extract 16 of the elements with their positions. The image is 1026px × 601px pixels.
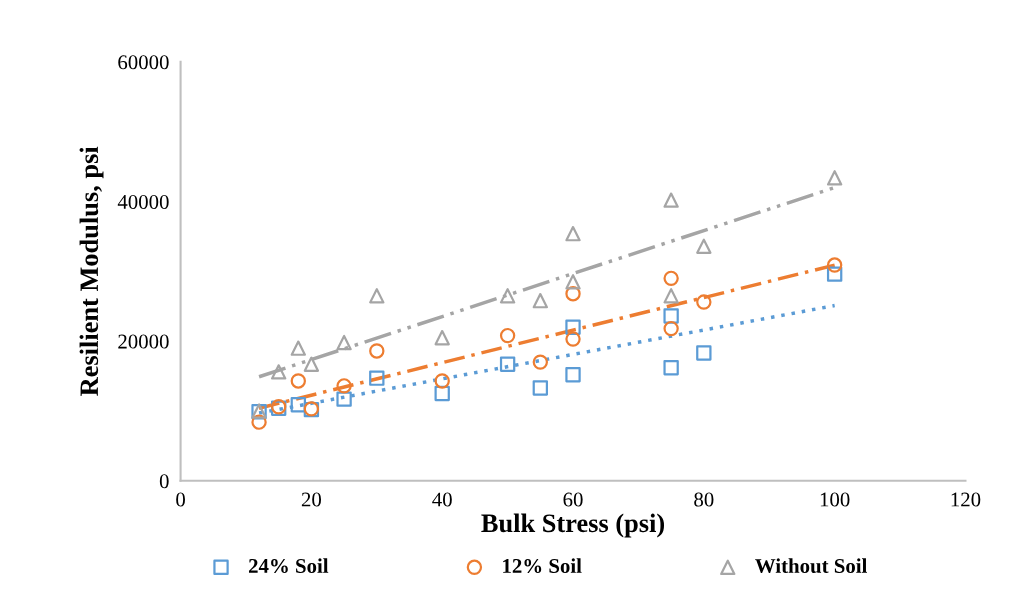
x-axis-title: Bulk Stress (psi) (481, 513, 665, 538)
legend-label: 24% Soil (248, 558, 329, 574)
legend-label: 12% Soil (503, 558, 582, 574)
x-tick-label: 80 (694, 492, 714, 507)
y-axis-title: Resilient Modulus, psi (79, 146, 104, 396)
y-tick-label: 40000 (117, 194, 169, 209)
x-tick-label: 120 (951, 492, 981, 507)
x-tick-label: 100 (820, 492, 850, 507)
y-tick-label: 60000 (118, 55, 169, 70)
y-tick-label: 20000 (118, 334, 169, 349)
x-tick-label: 60 (563, 492, 583, 507)
x-tick-label: 40 (432, 492, 452, 507)
legend-label: Without Soil (755, 558, 868, 574)
y-tick-label: 0 (159, 474, 169, 489)
x-tick-label: 0 (176, 492, 185, 507)
x-tick-label: 20 (301, 492, 322, 507)
